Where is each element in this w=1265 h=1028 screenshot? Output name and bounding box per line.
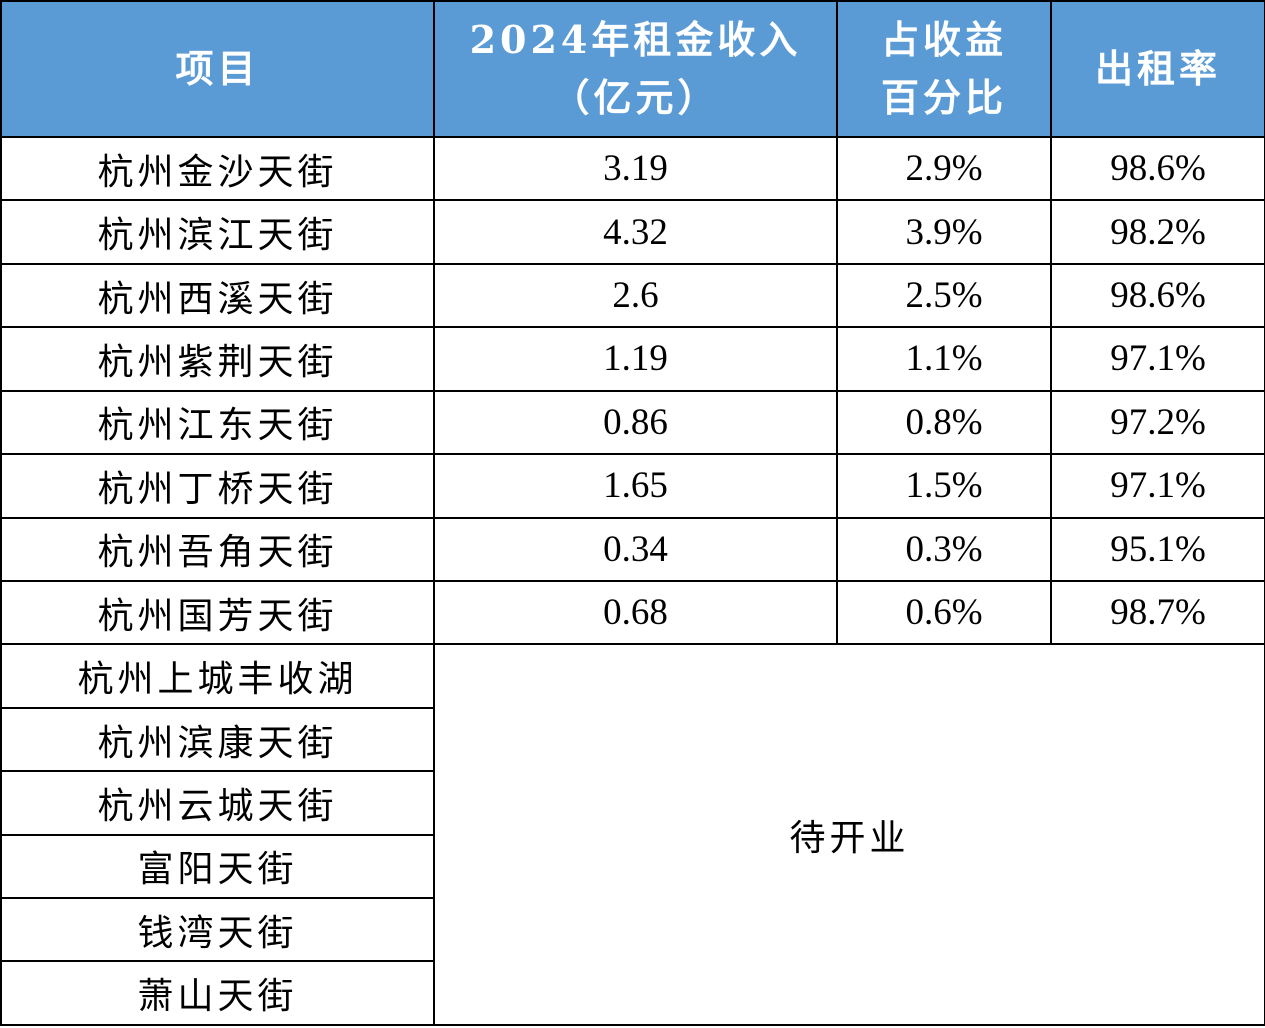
occupancy-cell: 98.6% bbox=[1050, 262, 1265, 329]
pending-row: 杭州上城丰收湖 待开业 bbox=[0, 643, 1265, 1026]
project-name-cell: 杭州西溪天街 bbox=[0, 262, 435, 329]
header-project-label: 项目 bbox=[175, 46, 260, 91]
project-name-cell: 杭州滨康天街 bbox=[0, 706, 435, 773]
income-share-cell: 1.1% bbox=[836, 326, 1052, 392]
pending-row: 萧山天街 bbox=[0, 960, 1265, 1026]
income-share-cell: 3.9% bbox=[836, 199, 1052, 265]
header-income-share-line1: 占收益 bbox=[880, 17, 1007, 62]
table-row: 杭州吾角天街 0.34 0.3% 95.1% bbox=[0, 516, 1265, 582]
rent-income-cell: 0.86 bbox=[433, 389, 838, 456]
table-body: 杭州金沙天街 3.19 2.9% 98.6% 杭州滨江天街 4.32 3.9% … bbox=[0, 135, 1265, 1026]
table-row: 杭州丁桥天街 1.65 1.5% 97.1% bbox=[0, 453, 1265, 519]
header-income-share-line2: 百分比 bbox=[880, 75, 1007, 120]
table-row: 杭州国芳天街 0.68 0.6% 98.7% bbox=[0, 579, 1265, 646]
occupancy-cell: 97.1% bbox=[1050, 326, 1265, 392]
rent-income-cell: 0.34 bbox=[433, 516, 838, 582]
table-row: 杭州紫荆天街 1.19 1.1% 97.1% bbox=[0, 326, 1265, 392]
income-share-cell: 0.6% bbox=[836, 579, 1052, 646]
rent-income-cell: 1.65 bbox=[433, 453, 838, 519]
pending-row: 钱湾天街 bbox=[0, 897, 1265, 963]
pending-row: 富阳天街 bbox=[0, 833, 1265, 900]
income-share-cell: 2.5% bbox=[836, 262, 1052, 329]
income-share-cell: 2.9% bbox=[836, 135, 1052, 202]
project-name-cell: 杭州江东天街 bbox=[0, 389, 435, 456]
occupancy-cell: 97.2% bbox=[1050, 389, 1265, 456]
income-share-cell: 0.3% bbox=[836, 516, 1052, 582]
table-row: 杭州江东天街 0.86 0.8% 97.2% bbox=[0, 389, 1265, 456]
table-header: 项目 2024年租金收入 （亿元） 占收益 百分比 出租率 bbox=[0, 0, 1265, 138]
project-name-cell: 杭州上城丰收湖 bbox=[0, 643, 435, 709]
header-rent-income-line1: 2024年租金收入 bbox=[469, 17, 802, 62]
table-row: 杭州金沙天街 3.19 2.9% 98.6% bbox=[0, 135, 1265, 202]
income-share-cell: 0.8% bbox=[836, 389, 1052, 456]
header-rent-income: 2024年租金收入 （亿元） bbox=[433, 0, 838, 138]
rent-income-cell: 0.68 bbox=[433, 579, 838, 646]
occupancy-cell: 97.1% bbox=[1050, 453, 1265, 519]
rent-income-cell: 2.6 bbox=[433, 262, 838, 329]
rent-income-cell: 4.32 bbox=[433, 199, 838, 265]
occupancy-cell: 98.6% bbox=[1050, 135, 1265, 202]
pending-row: 杭州云城天街 bbox=[0, 770, 1265, 836]
header-project: 项目 bbox=[0, 0, 435, 138]
header-rent-income-line2: （亿元） bbox=[551, 75, 720, 120]
occupancy-cell: 98.7% bbox=[1050, 579, 1265, 646]
header-occupancy: 出租率 bbox=[1050, 0, 1265, 138]
table-row: 杭州西溪天街 2.6 2.5% 98.6% bbox=[0, 262, 1265, 329]
project-name-cell: 杭州金沙天街 bbox=[0, 135, 435, 202]
project-name-cell: 杭州云城天街 bbox=[0, 770, 435, 836]
project-name-cell: 杭州国芳天街 bbox=[0, 579, 435, 646]
rent-income-cell: 1.19 bbox=[433, 326, 838, 392]
project-name-cell: 杭州滨江天街 bbox=[0, 199, 435, 265]
occupancy-cell: 95.1% bbox=[1050, 516, 1265, 582]
project-name-cell: 杭州紫荆天街 bbox=[0, 326, 435, 392]
project-name-cell: 萧山天街 bbox=[0, 960, 435, 1026]
header-row: 项目 2024年租金收入 （亿元） 占收益 百分比 出租率 bbox=[0, 0, 1265, 138]
project-name-cell: 富阳天街 bbox=[0, 833, 435, 900]
occupancy-cell: 98.2% bbox=[1050, 199, 1265, 265]
table-row: 杭州滨江天街 4.32 3.9% 98.2% bbox=[0, 199, 1265, 265]
project-name-cell: 杭州丁桥天街 bbox=[0, 453, 435, 519]
project-name-cell: 杭州吾角天街 bbox=[0, 516, 435, 582]
pending-opening-cell: 待开业 bbox=[433, 643, 1265, 1026]
header-income-share: 占收益 百分比 bbox=[836, 0, 1052, 138]
pending-row: 杭州滨康天街 bbox=[0, 706, 1265, 773]
header-occupancy-label: 出租率 bbox=[1094, 46, 1221, 91]
income-share-cell: 1.5% bbox=[836, 453, 1052, 519]
rent-income-cell: 3.19 bbox=[433, 135, 838, 202]
project-name-cell: 钱湾天街 bbox=[0, 897, 435, 963]
